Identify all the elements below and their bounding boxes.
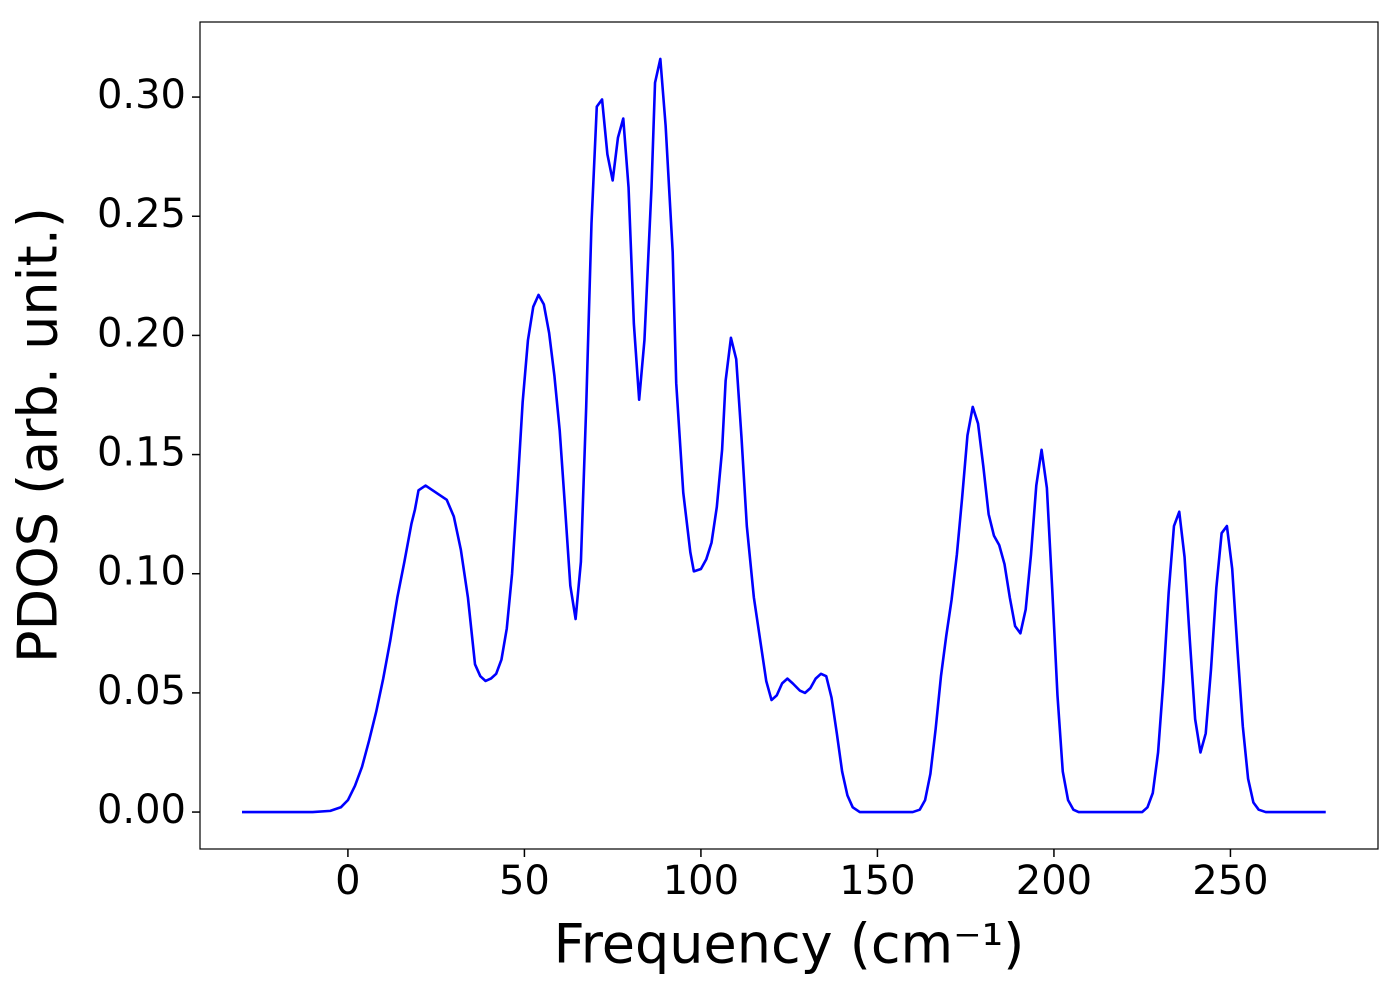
- x-tick-label: 50: [499, 858, 550, 904]
- x-tick-label: 200: [1016, 858, 1092, 904]
- y-axis-label: PDOS (arb. unit.): [7, 207, 70, 663]
- y-tick-label: 0.00: [97, 787, 186, 833]
- x-tick-label: 250: [1192, 858, 1268, 904]
- y-tick-label: 0.10: [97, 549, 186, 595]
- y-tick-label: 0.30: [97, 72, 186, 118]
- y-tick-label: 0.15: [97, 430, 186, 476]
- x-tick-label: 150: [839, 858, 915, 904]
- plot-frame: [199, 21, 1379, 850]
- data-line: [242, 57, 1326, 814]
- x-tick-label: 100: [663, 858, 739, 904]
- y-tick-label: 0.20: [97, 310, 186, 356]
- y-tick-label: 0.25: [97, 191, 186, 237]
- x-tick-label: 0: [335, 858, 360, 904]
- y-tick-label: 0.05: [97, 668, 186, 714]
- x-axis-label: Frequency (cm⁻¹): [554, 913, 1025, 976]
